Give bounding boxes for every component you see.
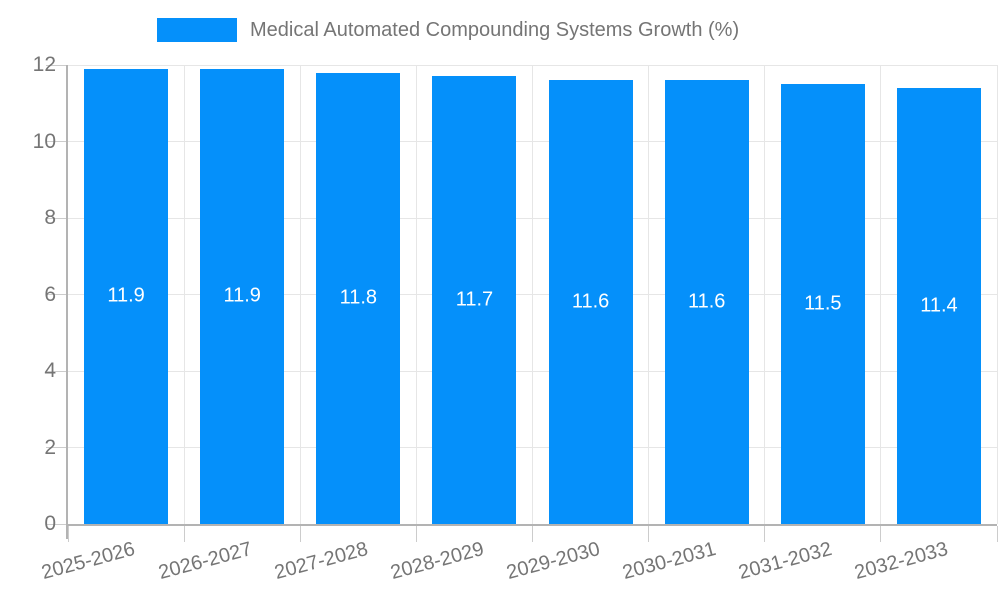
gridline-vertical	[532, 65, 533, 524]
x-axis-tick	[67, 526, 69, 542]
y-axis-tick	[46, 523, 66, 525]
legend: Medical Automated Compounding Systems Gr…	[157, 18, 739, 42]
legend-label: Medical Automated Compounding Systems Gr…	[250, 18, 740, 41]
y-axis-label: 0	[44, 512, 56, 535]
bar-value-label: 11.7	[455, 288, 494, 311]
y-axis-tick	[46, 141, 66, 142]
bar: 11.4	[896, 87, 981, 524]
gridline-vertical	[880, 65, 882, 524]
bar: 11.9	[84, 68, 169, 524]
x-axis-label: 2029-2030	[504, 538, 603, 585]
x-axis-label: 2026-2027	[155, 538, 254, 585]
gridline-vertical	[183, 65, 185, 524]
bar-value-label: 11.4	[920, 294, 958, 317]
y-axis-label: 8	[44, 206, 56, 229]
x-axis-label: 2031-2032	[736, 538, 835, 585]
x-axis-label: 2032-2033	[852, 538, 951, 585]
x-axis-label: 2027-2028	[271, 538, 371, 585]
x-axis-tick	[880, 526, 882, 542]
gridline-vertical	[764, 65, 766, 524]
x-axis-tick	[648, 526, 650, 542]
y-axis-tick	[46, 294, 66, 295]
x-axis-line	[66, 524, 997, 526]
y-axis-label: 4	[44, 359, 56, 382]
bar: 11.7	[432, 76, 517, 524]
x-axis-tick	[532, 526, 533, 542]
bar: 11.6	[548, 80, 633, 524]
bar-value-label: 11.5	[804, 292, 842, 315]
gridline-vertical	[996, 65, 998, 524]
y-axis-tick	[46, 217, 66, 219]
x-axis-tick	[415, 526, 417, 542]
y-axis-tick	[46, 64, 66, 66]
gridline-vertical	[648, 65, 650, 524]
x-axis-tick	[299, 526, 301, 542]
y-axis-label: 6	[44, 282, 56, 306]
y-axis-label: 12	[32, 53, 56, 76]
bar-value-label: 11.9	[223, 284, 261, 307]
x-axis-label: 2030-2031	[620, 538, 719, 585]
gridline-vertical	[415, 65, 417, 524]
y-axis-line	[66, 65, 68, 539]
y-axis-tick	[46, 370, 66, 372]
plot-area: 11.9 11.9 11.8 11.7 11.6 11.6 11.5 11.4	[46, 64, 998, 542]
legend-swatch	[157, 18, 237, 42]
x-axis-label: 2028-2029	[388, 538, 487, 585]
x-axis-tick	[996, 526, 998, 542]
x-axis-label: 2025-2026	[39, 538, 138, 585]
x-axis-tick	[183, 526, 185, 542]
bar-value-label: 11.6	[571, 290, 610, 313]
x-axis-tick	[764, 526, 766, 542]
bar: 11.6	[664, 80, 749, 524]
y-axis-tick	[46, 447, 66, 448]
y-axis-label: 10	[32, 129, 56, 153]
bar-value-label: 11.6	[687, 290, 726, 313]
bar: 11.8	[316, 72, 401, 524]
bar: 11.9	[200, 68, 285, 524]
gridline-vertical	[299, 65, 301, 524]
y-axis-label: 2	[44, 435, 56, 459]
bar: 11.5	[780, 84, 865, 524]
bar-value-label: 11.9	[107, 284, 145, 307]
bar-value-label: 11.8	[339, 286, 378, 309]
